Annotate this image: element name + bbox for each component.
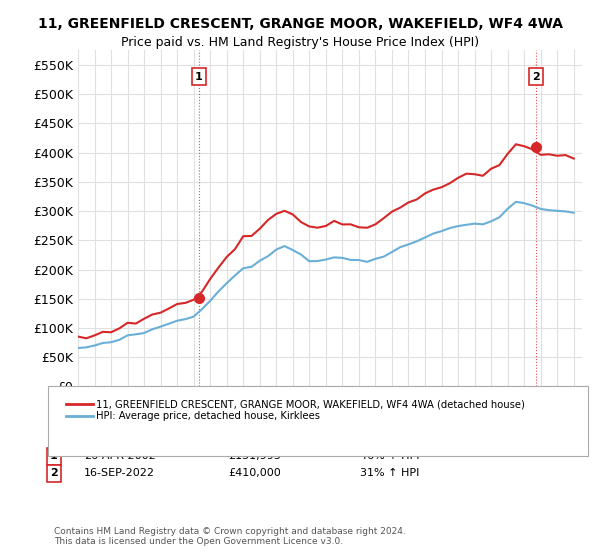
Text: 1: 1: [50, 451, 58, 461]
Text: HPI: Average price, detached house, Kirklees: HPI: Average price, detached house, Kirk…: [96, 411, 320, 421]
Text: £410,000: £410,000: [228, 468, 281, 478]
Text: 11, GREENFIELD CRESCENT, GRANGE MOOR, WAKEFIELD, WF4 4WA: 11, GREENFIELD CRESCENT, GRANGE MOOR, WA…: [37, 17, 563, 31]
Text: 2: 2: [532, 72, 540, 82]
Text: Price paid vs. HM Land Registry's House Price Index (HPI): Price paid vs. HM Land Registry's House …: [121, 36, 479, 49]
Text: 2: 2: [50, 468, 58, 478]
Text: 16-SEP-2022: 16-SEP-2022: [84, 468, 155, 478]
Text: 31% ↑ HPI: 31% ↑ HPI: [360, 468, 419, 478]
Text: 11, GREENFIELD CRESCENT, GRANGE MOOR, WAKEFIELD, WF4 4WA (detached house): 11, GREENFIELD CRESCENT, GRANGE MOOR, WA…: [96, 399, 525, 409]
Text: Contains HM Land Registry data © Crown copyright and database right 2024.
This d: Contains HM Land Registry data © Crown c…: [54, 526, 406, 546]
Text: 46% ↑ HPI: 46% ↑ HPI: [360, 451, 419, 461]
Text: 1: 1: [195, 72, 203, 82]
Text: 26-APR-2002: 26-APR-2002: [84, 451, 156, 461]
Text: £151,995: £151,995: [228, 451, 281, 461]
